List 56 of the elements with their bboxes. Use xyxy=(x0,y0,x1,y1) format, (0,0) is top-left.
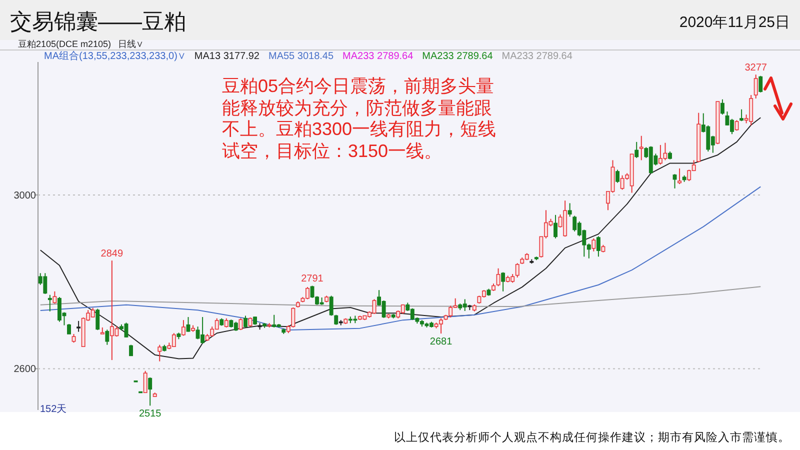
candlestick xyxy=(554,214,558,239)
candlestick xyxy=(496,268,500,287)
text: MA组合(13,55,233,233,233,0)∨ xyxy=(44,50,186,62)
text: 日线∨ xyxy=(118,39,143,49)
candlestick xyxy=(76,320,81,332)
candlestick xyxy=(67,323,71,334)
candlestick xyxy=(186,316,190,332)
candlestick xyxy=(639,135,644,161)
line-series xyxy=(40,186,762,331)
candlestick xyxy=(754,74,758,99)
candlestick xyxy=(568,202,572,218)
candlestick xyxy=(720,98,724,116)
candlestick xyxy=(616,169,620,184)
text: MA233 2789.64 xyxy=(502,51,573,62)
candlestick xyxy=(334,314,338,326)
candlestick xyxy=(634,141,639,159)
candlestick xyxy=(244,315,248,328)
candlestick xyxy=(592,238,596,252)
text: MA233 2789.64 xyxy=(342,51,414,62)
candlestick xyxy=(515,262,520,278)
annotation: 2515 xyxy=(138,408,162,420)
annotation: 2791 xyxy=(301,274,324,285)
candlestick xyxy=(238,318,243,331)
candlestick xyxy=(52,290,57,304)
line-series xyxy=(40,117,762,360)
y-tick-label: 3000 xyxy=(14,190,36,202)
candlestick xyxy=(501,272,506,292)
candlestick xyxy=(129,344,133,356)
annotation: 2681 xyxy=(430,336,453,348)
candlestick xyxy=(734,120,739,132)
candlestick xyxy=(96,308,100,331)
annotation: 3277 xyxy=(744,62,768,74)
candlestick xyxy=(105,329,110,346)
y-tick-label: 2600 xyxy=(14,364,36,376)
candlestick xyxy=(329,295,334,316)
text: 以上仅代表分析师个人观点不构成任何操作建议；期市有风险入市需谨慎。 xyxy=(394,430,790,444)
line-series xyxy=(40,286,762,308)
candlestick xyxy=(596,236,600,258)
candlestick xyxy=(224,318,228,328)
text: MA233 2789.64 xyxy=(422,51,494,62)
chart-subtitle: 2020年11月25日 xyxy=(679,14,790,31)
annotation: 2849 xyxy=(100,248,124,260)
candlestick xyxy=(758,75,763,93)
candlestick xyxy=(48,294,52,312)
chart-title: 交易锦囊——豆粕 xyxy=(10,9,186,34)
candlestick xyxy=(148,376,152,406)
candlestick xyxy=(678,168,682,185)
text: 豆粕2105(DCE m2105) xyxy=(18,39,112,49)
annotation: 豆粕05合约今日震荡，前期多头量能释放较为充分，防范做多量能跟不上。豆粕3300一线有阻力，短线试空，目标位：3150一线。 xyxy=(222,76,498,162)
annotation: 152天 xyxy=(40,404,67,415)
candlestick xyxy=(740,108,744,122)
candlestick xyxy=(182,320,186,336)
text: MA55 3018.45 xyxy=(268,51,334,62)
candlestick xyxy=(158,344,162,362)
text: MA13 3177.92 xyxy=(194,51,260,62)
candlestick xyxy=(143,370,148,394)
